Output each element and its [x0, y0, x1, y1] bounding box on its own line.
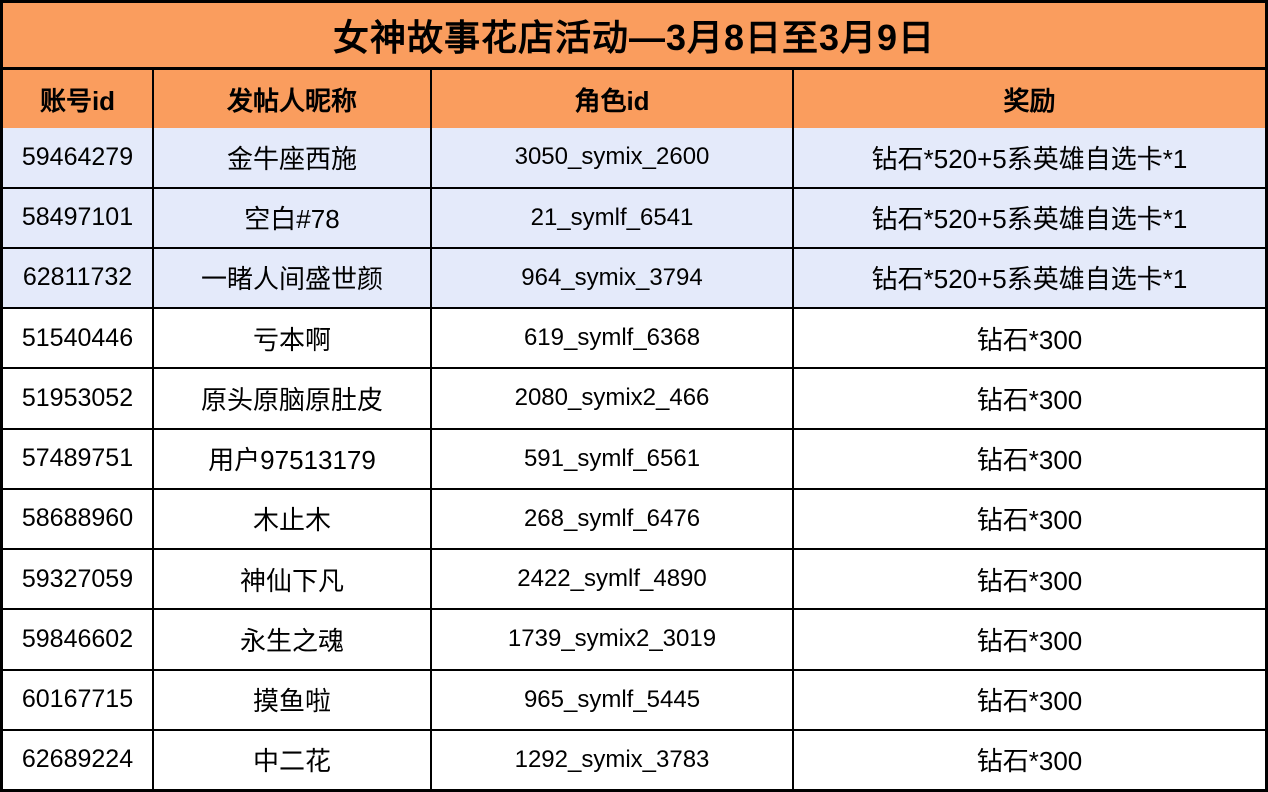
cell-reward: 钻石*520+5系英雄自选卡*1	[792, 128, 1265, 187]
cell-role-id: 591_symlf_6561	[430, 429, 792, 488]
cell-account-id: 51953052	[3, 369, 152, 428]
cell-account-id: 59846602	[3, 610, 152, 669]
cell-nickname: 金牛座西施	[152, 128, 430, 187]
table-title-row: 女神故事花店活动—3月8日至3月9日	[3, 3, 1265, 70]
cell-reward: 钻石*300	[792, 730, 1265, 789]
column-header-nickname: 发帖人昵称	[152, 70, 430, 129]
cell-reward: 钻石*300	[792, 670, 1265, 729]
cell-reward: 钻石*300	[792, 309, 1265, 368]
cell-nickname: 木止木	[152, 489, 430, 548]
cell-account-id: 60167715	[3, 670, 152, 729]
table-row: 58688960 木止木 268_symlf_6476 钻石*300	[3, 487, 1265, 548]
cell-role-id: 2080_symix2_466	[430, 369, 792, 428]
cell-role-id: 3050_symix_2600	[430, 128, 792, 187]
cell-role-id: 2422_symlf_4890	[430, 550, 792, 609]
table-row: 57489751 用户97513179 591_symlf_6561 钻石*30…	[3, 427, 1265, 488]
cell-account-id: 62811732	[3, 248, 152, 307]
cell-account-id: 58497101	[3, 188, 152, 247]
table-title: 女神故事花店活动—3月8日至3月9日	[332, 17, 936, 58]
cell-reward: 钻石*520+5系英雄自选卡*1	[792, 188, 1265, 247]
cell-reward: 钻石*300	[792, 369, 1265, 428]
cell-nickname: 摸鱼啦	[152, 670, 430, 729]
cell-account-id: 62689224	[3, 730, 152, 789]
cell-role-id: 1292_symix_3783	[430, 730, 792, 789]
cell-account-id: 59464279	[3, 128, 152, 187]
table-row: 59846602 永生之魂 1739_symix2_3019 钻石*300	[3, 608, 1265, 669]
table-row: 60167715 摸鱼啦 965_symlf_5445 钻石*300	[3, 668, 1265, 729]
cell-nickname: 永生之魂	[152, 610, 430, 669]
cell-nickname: 亏本啊	[152, 309, 430, 368]
column-header-role-id: 角色id	[430, 70, 792, 129]
cell-account-id: 51540446	[3, 309, 152, 368]
table-row: 51953052 原头原脑原肚皮 2080_symix2_466 钻石*300	[3, 367, 1265, 428]
cell-reward: 钻石*300	[792, 610, 1265, 669]
cell-role-id: 1739_symix2_3019	[430, 610, 792, 669]
table-row: 51540446 亏本啊 619_symlf_6368 钻石*300	[3, 307, 1265, 368]
cell-nickname: 用户97513179	[152, 429, 430, 488]
table-row: 59464279 金牛座西施 3050_symix_2600 钻石*520+5系…	[3, 128, 1265, 187]
cell-account-id: 57489751	[3, 429, 152, 488]
cell-nickname: 一睹人间盛世颜	[152, 248, 430, 307]
cell-account-id: 59327059	[3, 550, 152, 609]
table-row: 62689224 中二花 1292_symix_3783 钻石*300	[3, 728, 1265, 789]
column-header-reward: 奖励	[792, 70, 1265, 129]
cell-role-id: 21_symlf_6541	[430, 188, 792, 247]
table-header-row: 账号id 发帖人昵称 角色id 奖励	[3, 70, 1265, 129]
cell-reward: 钻石*300	[792, 550, 1265, 609]
cell-reward: 钻石*520+5系英雄自选卡*1	[792, 248, 1265, 307]
cell-role-id: 268_symlf_6476	[430, 489, 792, 548]
cell-nickname: 神仙下凡	[152, 550, 430, 609]
cell-role-id: 964_symix_3794	[430, 248, 792, 307]
table-row: 58497101 空白#78 21_symlf_6541 钻石*520+5系英雄…	[3, 186, 1265, 247]
cell-nickname: 中二花	[152, 730, 430, 789]
cell-nickname: 空白#78	[152, 188, 430, 247]
cell-role-id: 619_symlf_6368	[430, 309, 792, 368]
cell-role-id: 965_symlf_5445	[430, 670, 792, 729]
cell-account-id: 58688960	[3, 489, 152, 548]
column-header-account-id: 账号id	[3, 70, 152, 129]
cell-reward: 钻石*300	[792, 489, 1265, 548]
table-row: 59327059 神仙下凡 2422_symlf_4890 钻石*300	[3, 548, 1265, 609]
cell-reward: 钻石*300	[792, 429, 1265, 488]
table-row: 62811732 一睹人间盛世颜 964_symix_3794 钻石*520+5…	[3, 246, 1265, 307]
cell-nickname: 原头原脑原肚皮	[152, 369, 430, 428]
